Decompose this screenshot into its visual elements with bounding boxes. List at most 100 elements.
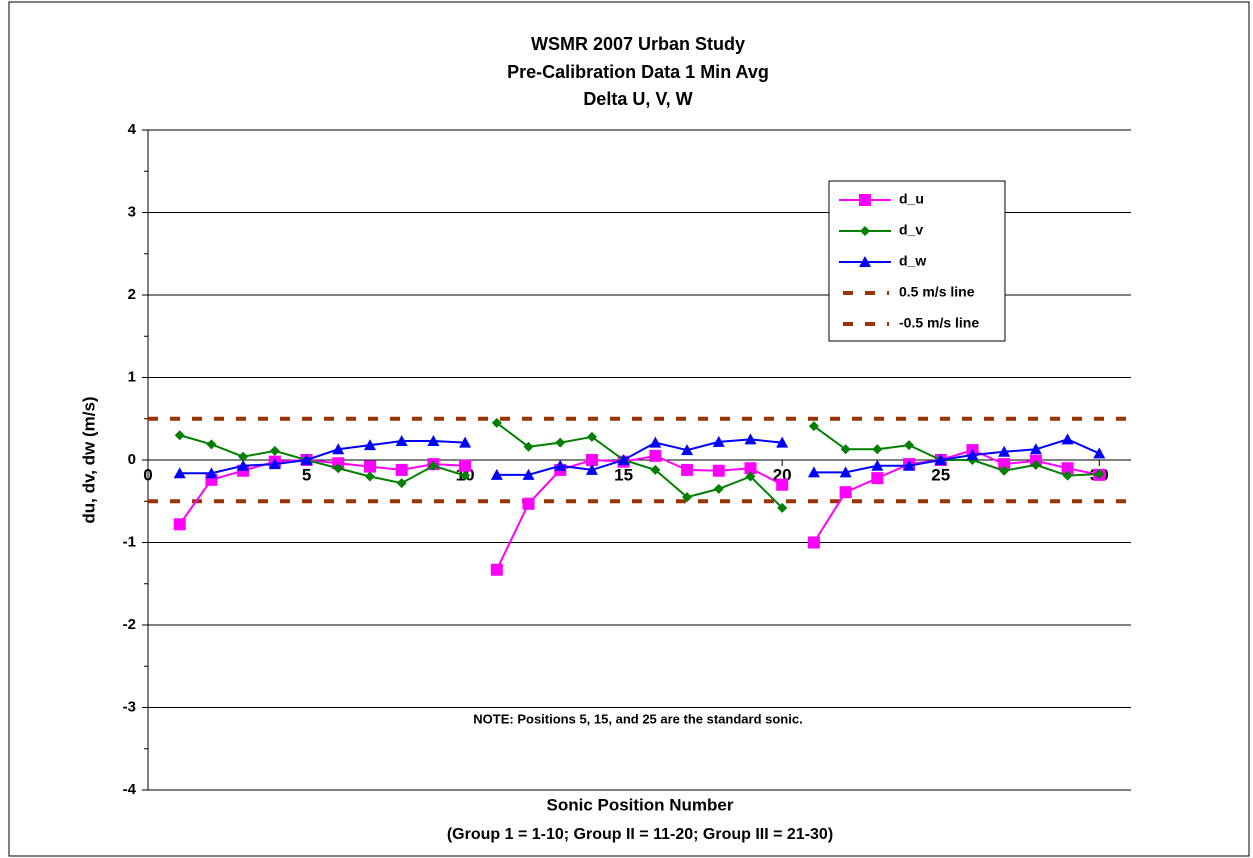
y-axis-label: du, dv, dw (m/s) bbox=[79, 396, 98, 523]
marker bbox=[363, 460, 376, 473]
legend-label: d_u bbox=[899, 191, 924, 207]
chart-frame bbox=[8, 1, 1250, 857]
y-tick-label: 0 bbox=[128, 451, 136, 468]
x-axis-label: (Group 1 = 1-10; Group II = 11-20; Group… bbox=[447, 826, 833, 843]
marker bbox=[237, 459, 250, 471]
marker bbox=[555, 437, 566, 448]
marker bbox=[586, 431, 597, 442]
annotation: NOTE: Positions 5, 15, and 25 are the st… bbox=[473, 711, 802, 726]
marker bbox=[859, 256, 871, 267]
legend-label: -0.5 m/s line bbox=[899, 315, 979, 331]
legend-label: d_w bbox=[899, 253, 926, 269]
marker bbox=[998, 445, 1011, 457]
marker bbox=[1030, 459, 1041, 470]
y-tick-label: -1 bbox=[123, 533, 136, 550]
marker bbox=[998, 458, 1011, 471]
marker bbox=[903, 459, 916, 471]
marker bbox=[712, 435, 725, 447]
y-tick-label: 2 bbox=[128, 286, 136, 303]
marker bbox=[871, 459, 884, 471]
marker bbox=[1061, 433, 1074, 445]
marker bbox=[744, 433, 757, 445]
marker bbox=[363, 439, 376, 451]
y-tick-label: -3 bbox=[123, 698, 136, 715]
marker bbox=[999, 465, 1010, 476]
series-line bbox=[179, 438, 1100, 476]
marker bbox=[776, 478, 789, 491]
marker bbox=[205, 467, 218, 479]
x-tick-label: 0 bbox=[143, 465, 152, 484]
y-tick-label: -2 bbox=[123, 616, 136, 633]
chart-title: WSMR 2007 Urban Study bbox=[531, 34, 745, 54]
marker bbox=[966, 449, 979, 461]
marker bbox=[934, 454, 947, 465]
marker bbox=[206, 439, 217, 450]
marker bbox=[859, 194, 871, 206]
marker bbox=[617, 454, 630, 465]
marker bbox=[332, 443, 345, 455]
marker bbox=[490, 468, 503, 480]
marker bbox=[174, 430, 185, 441]
y-tick-label: -4 bbox=[123, 781, 137, 798]
marker bbox=[333, 463, 344, 474]
marker bbox=[1062, 470, 1073, 481]
marker bbox=[459, 459, 472, 472]
y-tick-label: 1 bbox=[128, 368, 136, 385]
marker bbox=[364, 471, 375, 482]
marker bbox=[649, 436, 662, 448]
marker bbox=[681, 463, 694, 476]
marker bbox=[395, 463, 408, 476]
marker bbox=[238, 451, 249, 462]
marker bbox=[522, 468, 535, 480]
marker bbox=[776, 436, 789, 448]
marker bbox=[777, 502, 788, 513]
x-axis-label: Sonic Position Number bbox=[546, 795, 733, 814]
legend-label: 0.5 m/s line bbox=[899, 284, 975, 300]
marker bbox=[585, 463, 598, 475]
marker bbox=[173, 518, 186, 531]
marker bbox=[300, 454, 313, 465]
marker bbox=[712, 464, 725, 477]
marker bbox=[269, 445, 280, 456]
marker bbox=[522, 497, 535, 510]
marker bbox=[808, 421, 819, 432]
marker bbox=[904, 440, 915, 451]
x-tick-label: 15 bbox=[614, 465, 633, 484]
chart-title: Delta U, V, W bbox=[583, 89, 692, 109]
marker bbox=[490, 563, 503, 576]
marker bbox=[840, 444, 851, 455]
marker bbox=[428, 460, 439, 471]
marker bbox=[460, 470, 471, 481]
marker bbox=[459, 436, 472, 448]
marker bbox=[585, 454, 598, 466]
marker bbox=[395, 435, 408, 447]
marker bbox=[523, 441, 534, 452]
marker bbox=[554, 459, 567, 471]
marker bbox=[1029, 443, 1042, 455]
x-tick-label: 5 bbox=[302, 465, 311, 484]
marker bbox=[807, 536, 820, 549]
marker bbox=[268, 458, 281, 470]
marker bbox=[1061, 462, 1074, 475]
marker bbox=[427, 435, 440, 447]
series-line bbox=[179, 422, 1100, 509]
y-tick-label: 4 bbox=[128, 121, 137, 138]
chart-title: Pre-Calibration Data 1 Min Avg bbox=[507, 62, 769, 82]
x-tick-label: 25 bbox=[931, 465, 950, 484]
marker bbox=[173, 467, 186, 479]
marker bbox=[649, 449, 662, 462]
marker bbox=[681, 444, 694, 456]
marker bbox=[713, 483, 724, 494]
marker bbox=[745, 471, 756, 482]
marker bbox=[839, 486, 852, 499]
y-tick-label: 3 bbox=[128, 203, 136, 220]
marker bbox=[872, 444, 883, 455]
marker bbox=[871, 472, 884, 485]
marker bbox=[807, 466, 820, 478]
marker bbox=[650, 464, 661, 475]
marker bbox=[1093, 447, 1106, 459]
marker bbox=[744, 462, 757, 475]
series-line bbox=[178, 449, 1100, 571]
legend-label: d_v bbox=[899, 222, 923, 238]
